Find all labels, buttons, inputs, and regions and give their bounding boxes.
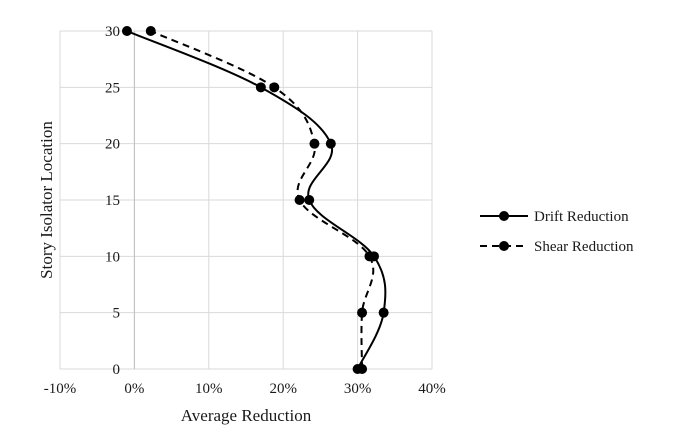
y-tick-label: 15 — [105, 193, 120, 209]
tick-labels: -10% 0% 10% 20% 30% 40% 0 5 10 15 20 25 30 — [44, 24, 446, 397]
y-tick-label: 25 — [105, 80, 120, 96]
data-point — [294, 195, 305, 205]
legend-item: Drift Reduction — [480, 209, 629, 225]
legend-label: Shear Reduction — [534, 239, 634, 255]
y-tick-label: 30 — [105, 24, 120, 40]
y-tick-label: 10 — [105, 249, 120, 265]
x-tick-label: 30% — [344, 381, 372, 397]
gridlines — [59, 30, 433, 370]
x-tick-label: -10% — [44, 381, 77, 397]
y-tick-label: 5 — [113, 306, 121, 322]
legend: Drift Reduction Shear Reduction — [480, 209, 634, 255]
data-point — [357, 364, 368, 374]
data-point — [364, 251, 375, 262]
legend-marker — [499, 241, 509, 251]
series-line — [126, 30, 387, 370]
x-tick-label: 10% — [195, 381, 223, 397]
x-tick-label: 0% — [124, 381, 144, 397]
series-group — [121, 26, 389, 374]
x-axis-title: Average Reduction — [181, 406, 312, 425]
data-point — [145, 26, 156, 36]
y-axis-title: Story Isolator Location — [37, 121, 56, 279]
data-point — [325, 138, 336, 149]
legend-label: Drift Reduction — [534, 209, 629, 225]
data-point — [304, 195, 315, 205]
series-shear-reduction — [145, 26, 375, 374]
data-point — [309, 138, 320, 149]
y-tick-label: 20 — [105, 137, 120, 153]
x-tick-label: 40% — [418, 381, 446, 397]
legend-item: Shear Reduction — [480, 239, 634, 255]
data-point — [357, 307, 368, 318]
legend-marker — [499, 211, 509, 221]
x-tick-label: 20% — [269, 381, 297, 397]
data-point — [269, 82, 280, 93]
data-point — [255, 82, 266, 93]
data-point — [378, 307, 389, 318]
data-point — [121, 26, 132, 36]
y-tick-label: 0 — [113, 362, 121, 378]
